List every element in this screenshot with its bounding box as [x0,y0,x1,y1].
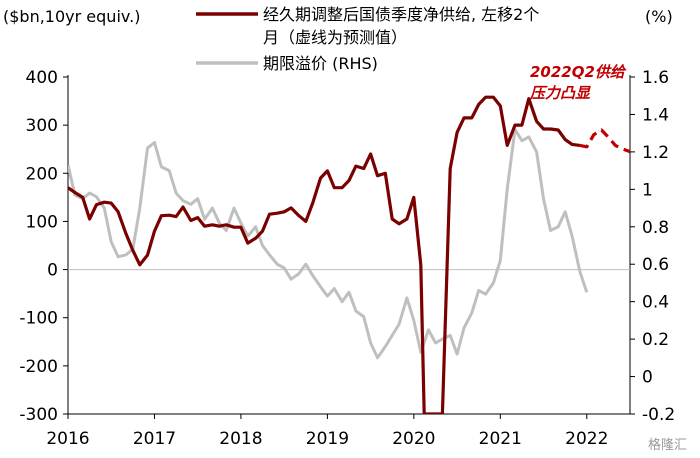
right-tick-label: 0 [642,368,653,388]
x-tick-label: 2017 [133,429,176,449]
x-tick-label: 2022 [565,429,608,449]
right-tick-label: 0.6 [642,255,669,275]
x-tick-label: 2020 [392,429,435,449]
right-tick-label: 0.2 [642,330,669,350]
right-tick-label: 1.2 [642,143,669,163]
watermark: 格隆汇 [648,437,687,453]
right-axis-unit: (%) [645,7,673,26]
x-tick-label: 2019 [306,429,349,449]
annotation-line1: 2022Q2供给 [530,63,627,81]
x-tick-label: 2018 [219,429,262,449]
series-line-supply-forecast [579,128,631,154]
left-tick-label: 200 [26,164,58,184]
legend-label-term-premium: 期限溢价 (RHS) [263,54,378,73]
left-tick-label: 400 [26,68,58,88]
x-tick-label: 2021 [479,429,522,449]
left-tick-label: -300 [19,405,58,425]
right-tick-label: 1 [642,180,653,200]
right-tick-label: 1.6 [642,68,669,88]
legend: 经久期调整后国债季度净供给, 左移2个 月（虚线为预测值） 期限溢价 (RHS) [196,5,539,73]
left-tick-label: -200 [19,357,58,377]
legend-label-supply-line1: 经久期调整后国债季度净供给, 左移2个 [263,5,539,24]
left-tick-label: 100 [26,212,58,232]
left-tick-label: 0 [47,261,58,281]
plot-area [67,75,631,415]
axis-ticks: 400 300 200 100 0 -100 -200 -300 1.6 1.4 1.2 1 0.8 0.… [19,68,675,449]
right-tick-label: 1.4 [642,105,669,125]
series-layer [68,95,631,414]
series-line-supply [68,95,581,414]
left-tick-label: 300 [26,116,58,136]
legend-label-supply-line2: 月（虚线为预测值） [263,28,407,47]
x-tick-label: 2016 [46,429,89,449]
right-tick-label: 0.4 [642,293,669,313]
left-tick-label: -100 [19,309,58,329]
series-line-term-premium [68,127,589,360]
right-tick-label: 0.8 [642,218,669,238]
right-tick-label: -0.2 [642,405,675,425]
left-axis-unit: ($bn,10yr equiv.) [3,7,140,26]
annotation-line2: 压力凸显 [529,84,591,102]
